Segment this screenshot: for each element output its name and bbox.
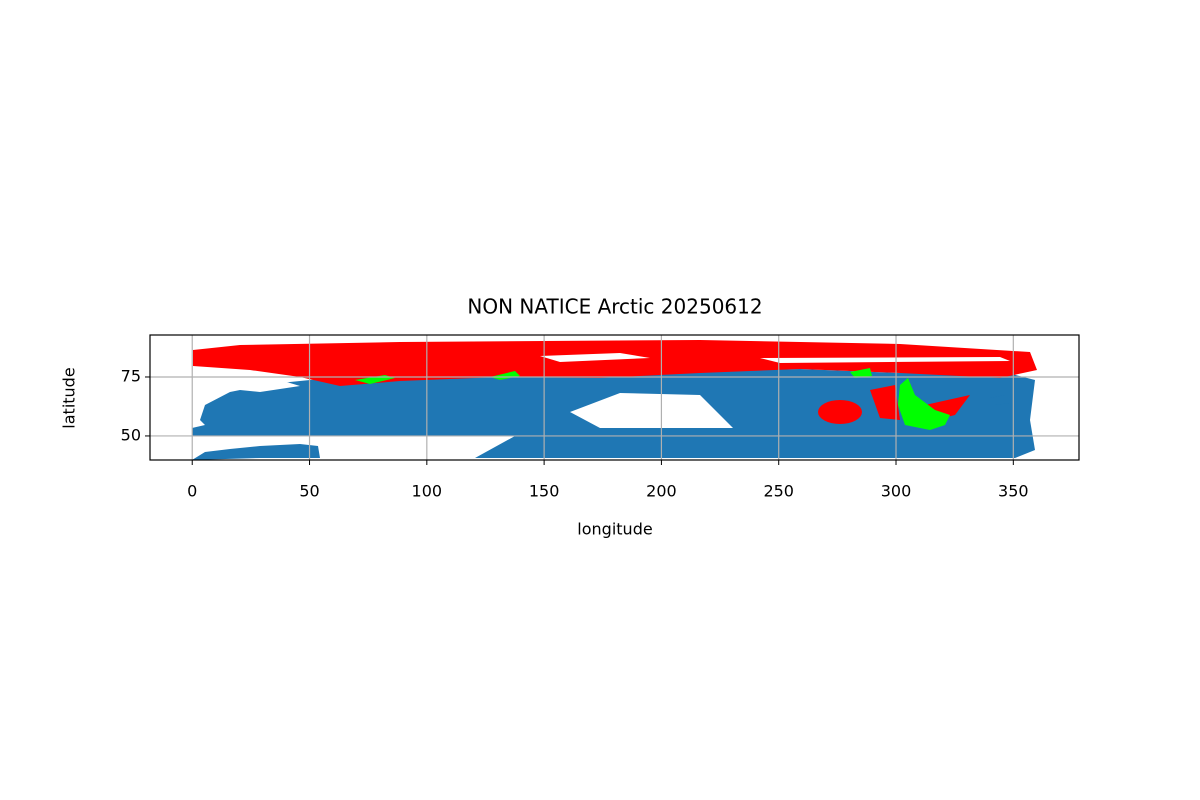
x-axis-label: longitude (577, 520, 652, 539)
map-region (193, 340, 1037, 386)
y-tick-label: 50 (121, 425, 141, 444)
map-region (870, 385, 900, 420)
map-region (990, 395, 1010, 405)
map-gap (760, 357, 1010, 363)
x-tick-label: 200 (646, 482, 677, 501)
map-layer (192, 340, 1037, 460)
x-tick-label: 0 (187, 482, 197, 501)
map-region (818, 400, 862, 424)
map-region (850, 368, 872, 378)
y-tick-label: 75 (121, 366, 141, 385)
map-gap (570, 393, 733, 428)
x-tick-label: 100 (412, 482, 443, 501)
map-region (192, 444, 320, 460)
map-region (490, 371, 520, 380)
x-tick-label: 300 (881, 482, 912, 501)
x-tick-label: 350 (998, 482, 1029, 501)
map-gap (540, 353, 650, 362)
map-region (898, 378, 950, 430)
x-tick-label: 150 (529, 482, 560, 501)
plot-frame (149, 334, 1080, 461)
x-tick-label: 50 (299, 482, 319, 501)
map-gap (230, 378, 300, 392)
x-tick-label: 250 (763, 482, 794, 501)
y-axis-label: latitude (60, 367, 79, 428)
chart-title: NON NATICE Arctic 20250612 (467, 295, 762, 319)
